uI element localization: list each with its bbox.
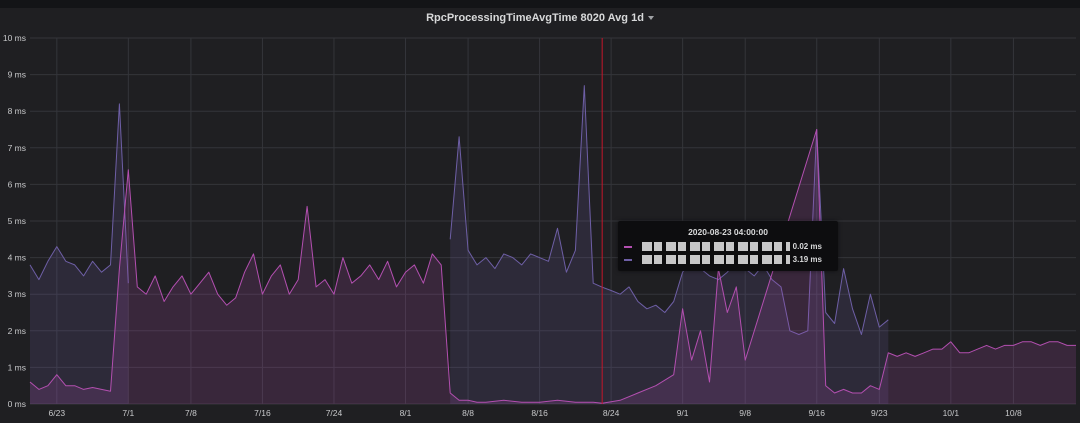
- panel-title-text: RpcProcessingTimeAvgTime 8020 Avg 1d: [426, 12, 644, 24]
- y-tick-label: 3 ms: [8, 289, 26, 299]
- dashboard-top-strip: [0, 0, 1080, 8]
- x-tick-label: 7/24: [326, 408, 343, 418]
- series-line: [29, 129, 1076, 404]
- y-tick-label: 10 ms: [3, 33, 26, 43]
- x-tick-label: 9/23: [871, 408, 888, 418]
- x-tick-label: 8/24: [603, 408, 620, 418]
- series-swatch: [624, 246, 632, 248]
- x-tick-label: 7/8: [185, 408, 197, 418]
- series-area: [30, 103, 129, 405]
- series-line: [29, 103, 129, 284]
- y-tick-label: 2 ms: [8, 326, 26, 336]
- series-swatch: [624, 259, 632, 261]
- tooltip-row: 3.19 ms: [624, 255, 832, 265]
- y-tick-label: 8 ms: [8, 106, 26, 116]
- x-tick-label: 6/23: [49, 408, 66, 418]
- y-tick-label: 1 ms: [8, 362, 26, 372]
- series-area: [30, 129, 1076, 404]
- y-tick-label: 9 ms: [8, 70, 26, 80]
- y-tick-label: 4 ms: [8, 253, 26, 263]
- x-axis: 6/23 7/1 7/8 7/16 7/24 8/1 8/8 8/16 8/24 9/1 9/8 9/…: [49, 408, 1022, 418]
- y-tick-label: 7 ms: [8, 143, 26, 153]
- chart-grid: [30, 37, 1076, 405]
- y-tick-label: 0 ms: [8, 399, 26, 409]
- redacted-series-name: [642, 255, 790, 264]
- x-tick-label: 9/1: [677, 408, 689, 418]
- x-tick-label: 9/8: [739, 408, 751, 418]
- tooltip-time: 2020-08-23 04:00:00: [688, 227, 768, 237]
- x-tick-label: 10/8: [1005, 408, 1022, 418]
- series-area: [450, 85, 889, 404]
- chevron-down-icon[interactable]: [647, 16, 654, 21]
- hover-tooltip: 2020-08-23 04:00:00 0.02 ms 3.19 ms: [618, 221, 838, 271]
- tooltip-value: 0.02 ms: [792, 242, 822, 251]
- x-tick-label: 9/16: [808, 408, 825, 418]
- x-tick-label: 8/8: [462, 408, 474, 418]
- y-tick-label: 6 ms: [8, 179, 26, 189]
- panel-title[interactable]: RpcProcessingTimeAvgTime 8020 Avg 1d: [0, 12, 1080, 24]
- x-tick-label: 8/16: [531, 408, 548, 418]
- chart-series: [29, 85, 1076, 405]
- y-tick-label: 5 ms: [8, 216, 26, 226]
- redacted-series-name: [642, 242, 790, 251]
- x-tick-label: 7/16: [254, 408, 271, 418]
- tooltip-row: 0.02 ms: [624, 242, 832, 252]
- x-tick-label: 7/1: [122, 408, 134, 418]
- x-tick-label: 10/1: [943, 408, 960, 418]
- x-tick-label: 8/1: [400, 408, 412, 418]
- y-axis: 0 ms 1 ms 2 ms 3 ms 4 ms 5 ms 6 ms 7 ms 8 ms 9 ms…: [3, 33, 26, 409]
- tooltip-value: 3.19 ms: [792, 255, 822, 264]
